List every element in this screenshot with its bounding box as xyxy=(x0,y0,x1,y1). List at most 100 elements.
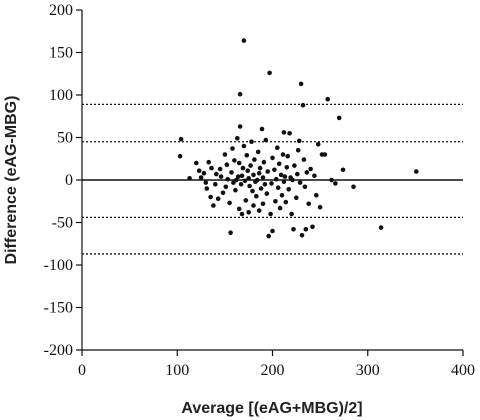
data-point xyxy=(281,179,287,184)
y-tick-label: -100 xyxy=(44,257,73,274)
data-point xyxy=(244,153,250,158)
data-point xyxy=(312,173,317,179)
data-point xyxy=(282,174,288,179)
data-point xyxy=(198,175,204,180)
data-point xyxy=(177,153,183,159)
data-point xyxy=(194,160,199,166)
data-point xyxy=(292,163,297,168)
data-point xyxy=(217,166,223,172)
data-point xyxy=(267,70,272,76)
data-point xyxy=(208,194,213,200)
data-point xyxy=(284,165,290,170)
data-point xyxy=(250,188,255,194)
data-point xyxy=(291,227,296,232)
data-point xyxy=(232,158,237,163)
data-point xyxy=(239,173,245,179)
data-point xyxy=(233,187,238,193)
data-point xyxy=(270,155,275,161)
data-point xyxy=(414,169,419,174)
data-point xyxy=(242,178,248,184)
data-point xyxy=(222,152,228,157)
data-point xyxy=(299,233,305,238)
data-point xyxy=(252,157,257,162)
data-point xyxy=(270,228,275,234)
data-point xyxy=(333,181,338,186)
data-point xyxy=(281,130,287,135)
data-point xyxy=(286,187,292,192)
data-point xyxy=(251,172,256,178)
y-tick-label: 200 xyxy=(49,2,73,19)
data-point xyxy=(206,159,211,165)
data-point xyxy=(257,165,263,171)
data-point xyxy=(268,211,273,217)
data-point xyxy=(278,172,284,178)
x-tick-label: 0 xyxy=(78,362,86,379)
data-point xyxy=(239,211,245,217)
data-point xyxy=(209,165,214,171)
data-point xyxy=(287,131,292,136)
data-point xyxy=(227,200,232,206)
x-tick-label: 100 xyxy=(165,362,189,379)
data-point xyxy=(315,142,321,147)
data-point xyxy=(224,162,230,167)
x-axis-title: Average [(eAG+MBG)/2] xyxy=(181,400,362,417)
data-point xyxy=(303,227,309,232)
data-point xyxy=(218,174,224,179)
x-tick-label: 200 xyxy=(261,362,285,379)
data-point xyxy=(297,180,303,185)
data-point xyxy=(236,206,242,212)
y-tick-label: 50 xyxy=(57,130,73,147)
data-point xyxy=(273,199,278,204)
data-point xyxy=(317,204,323,210)
data-point xyxy=(253,193,259,199)
y-axis-title: Difference (eAG-MBG) xyxy=(3,96,20,265)
data-point xyxy=(246,176,251,181)
data-point xyxy=(263,137,269,143)
data-point xyxy=(228,230,233,235)
data-point xyxy=(306,201,312,207)
data-points xyxy=(177,38,419,239)
data-point xyxy=(240,165,246,171)
data-point xyxy=(266,233,272,239)
data-point xyxy=(262,182,268,187)
data-point xyxy=(236,160,242,166)
data-point xyxy=(237,124,243,129)
data-point xyxy=(251,203,256,208)
data-point xyxy=(178,136,184,142)
data-point xyxy=(277,205,283,211)
data-point xyxy=(378,225,384,230)
x-tick-label: 400 xyxy=(451,362,475,379)
data-point xyxy=(196,168,202,173)
data-point xyxy=(214,171,219,177)
reference-lines xyxy=(82,103,463,255)
data-point xyxy=(238,182,244,187)
data-point xyxy=(203,180,209,185)
y-tick-label: 100 xyxy=(49,87,73,104)
data-point xyxy=(274,176,279,182)
data-point xyxy=(260,175,266,180)
x-tick-label: 300 xyxy=(356,362,380,379)
data-point xyxy=(351,184,356,190)
data-point xyxy=(256,208,262,213)
data-point xyxy=(290,177,295,183)
tick-labels: -200 -150 -100 -50 0 50 100 150 200 0 100 200 300 400 xyxy=(44,2,475,379)
data-point xyxy=(255,149,261,155)
data-point xyxy=(213,182,218,187)
data-point xyxy=(296,138,302,144)
data-point xyxy=(204,186,210,191)
data-point xyxy=(234,177,239,183)
data-point xyxy=(230,146,235,151)
data-point xyxy=(295,148,301,153)
data-point xyxy=(304,170,310,175)
data-point xyxy=(241,38,247,43)
data-point xyxy=(280,152,286,157)
data-point xyxy=(256,170,262,176)
data-point xyxy=(187,176,192,181)
data-point xyxy=(248,163,253,168)
data-point xyxy=(329,177,334,183)
data-point xyxy=(211,203,216,208)
data-point xyxy=(220,190,226,196)
data-point xyxy=(301,157,307,162)
